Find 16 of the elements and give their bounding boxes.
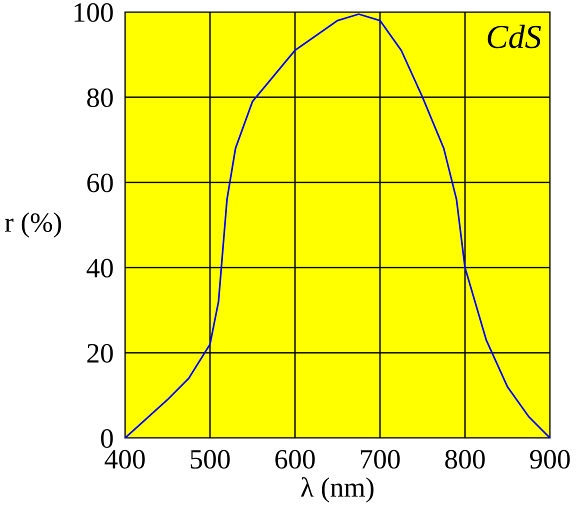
y-tick-label: 80 — [87, 88, 113, 108]
x-tick-label: 900 — [530, 450, 570, 469]
line-series — [125, 13, 550, 438]
x-tick-label: 700 — [361, 450, 400, 469]
y-tick-label: 40 — [86, 258, 113, 278]
x-tick-label: 400 — [104, 450, 145, 469]
y-tick-label: 20 — [87, 344, 113, 363]
y-tick-label: 0 — [101, 429, 113, 448]
annotation: CdS — [488, 24, 541, 48]
x-axis-title: λ (nm) — [301, 477, 374, 503]
y-tick-label: 100 — [74, 3, 113, 22]
y-axis-title: r (%) — [4, 212, 62, 238]
x-tick-label: 800 — [445, 450, 485, 469]
y-tick-label: 60 — [87, 174, 113, 192]
x-tick-label: 500 — [190, 450, 230, 469]
x-tick-label: 600 — [275, 450, 315, 469]
